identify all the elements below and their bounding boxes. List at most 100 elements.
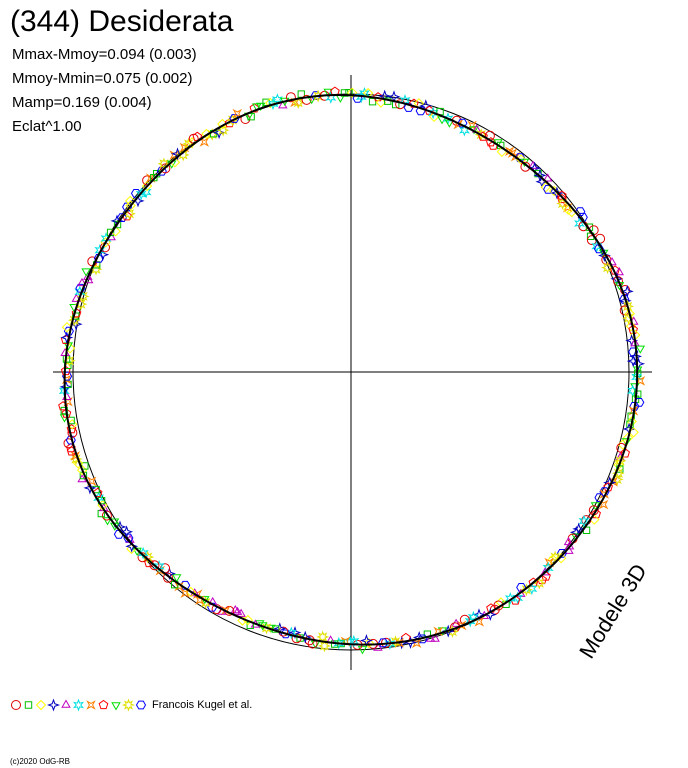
data-point <box>616 465 624 473</box>
data-point <box>359 634 373 648</box>
data-point <box>97 509 105 518</box>
data-point <box>357 646 368 655</box>
data-point <box>510 151 521 162</box>
data-point <box>77 277 87 287</box>
data-point <box>217 118 228 130</box>
data-point <box>171 574 182 583</box>
data-point <box>613 276 623 287</box>
data-point <box>512 591 524 605</box>
data-point <box>246 621 254 629</box>
data-point <box>122 202 133 212</box>
data-point <box>591 508 601 519</box>
data-point <box>145 173 156 183</box>
legend-marker <box>61 699 71 708</box>
data-point <box>373 642 383 651</box>
data-point <box>504 146 515 157</box>
annotation-eclat: Eclat^1.00 <box>12 118 82 135</box>
data-point <box>464 614 476 628</box>
data-point <box>301 94 312 105</box>
data-point <box>598 499 609 510</box>
legend-author: Francois Kugel et al. <box>152 699 253 711</box>
data-point <box>59 380 73 394</box>
annotation-mmoy-mmin: Mmoy-Mmin=0.075 (0.002) <box>12 70 193 87</box>
data-point <box>569 525 583 539</box>
data-point <box>71 293 82 302</box>
data-point <box>626 420 634 428</box>
data-point <box>271 625 280 633</box>
data-point <box>285 92 296 103</box>
data-point <box>210 130 218 138</box>
data-point <box>578 514 590 528</box>
data-point <box>273 622 287 636</box>
copyright-text: (c)2020 OdG-RB <box>10 757 71 766</box>
data-point <box>242 614 254 626</box>
data-point <box>249 103 260 113</box>
annotation-mamp: Mamp=0.169 (0.004) <box>12 94 152 111</box>
legend-marker <box>86 700 96 710</box>
data-point <box>317 639 331 653</box>
legend-marker <box>121 698 135 712</box>
data-point <box>70 451 81 461</box>
data-point <box>271 93 283 107</box>
data-point <box>102 517 113 526</box>
reference-circle <box>72 93 630 651</box>
data-point <box>297 90 305 98</box>
data-point <box>497 141 505 150</box>
data-point <box>267 97 279 111</box>
data-point <box>140 185 152 199</box>
data-point <box>60 406 68 415</box>
data-point <box>557 193 567 204</box>
data-point <box>137 552 148 563</box>
data-point <box>413 98 425 109</box>
data-point <box>224 118 235 128</box>
data-point <box>201 128 212 140</box>
data-point <box>577 212 588 222</box>
data-point <box>169 150 179 160</box>
data-point <box>113 529 124 539</box>
legend-marker <box>46 698 61 712</box>
data-point <box>620 448 630 458</box>
data-point <box>384 637 396 650</box>
data-point <box>323 88 333 98</box>
data-point <box>66 423 77 434</box>
data-point <box>86 476 97 487</box>
data-point <box>207 602 218 612</box>
data-point <box>135 187 147 201</box>
data-point <box>359 87 371 100</box>
data-point <box>627 412 635 420</box>
data-point <box>290 97 300 108</box>
data-point <box>131 194 145 208</box>
legend-markers <box>11 698 147 712</box>
data-point <box>582 526 591 534</box>
data-point <box>153 559 165 573</box>
legend-marker <box>11 700 21 710</box>
data-point <box>502 600 510 608</box>
legend-marker <box>111 702 121 711</box>
data-point <box>403 103 414 112</box>
data-point <box>325 91 337 104</box>
data-point <box>216 123 230 137</box>
data-point <box>160 163 171 174</box>
data-point <box>113 520 127 534</box>
data-point <box>629 329 641 341</box>
data-point <box>71 308 82 318</box>
data-point <box>635 345 646 354</box>
legend-marker <box>135 700 147 710</box>
legend-marker <box>72 698 85 712</box>
data-point <box>387 90 401 104</box>
data-point <box>591 239 603 253</box>
data-point <box>544 557 555 568</box>
data-point <box>237 615 248 626</box>
data-point <box>141 180 153 192</box>
data-point <box>93 253 104 263</box>
data-point <box>378 638 389 648</box>
data-point <box>614 266 624 276</box>
data-point <box>601 261 614 275</box>
data-point <box>415 106 426 116</box>
legend-marker <box>24 701 33 709</box>
data-point <box>441 624 455 638</box>
data-point <box>632 357 646 371</box>
data-point <box>81 268 91 277</box>
data-point <box>61 321 73 333</box>
